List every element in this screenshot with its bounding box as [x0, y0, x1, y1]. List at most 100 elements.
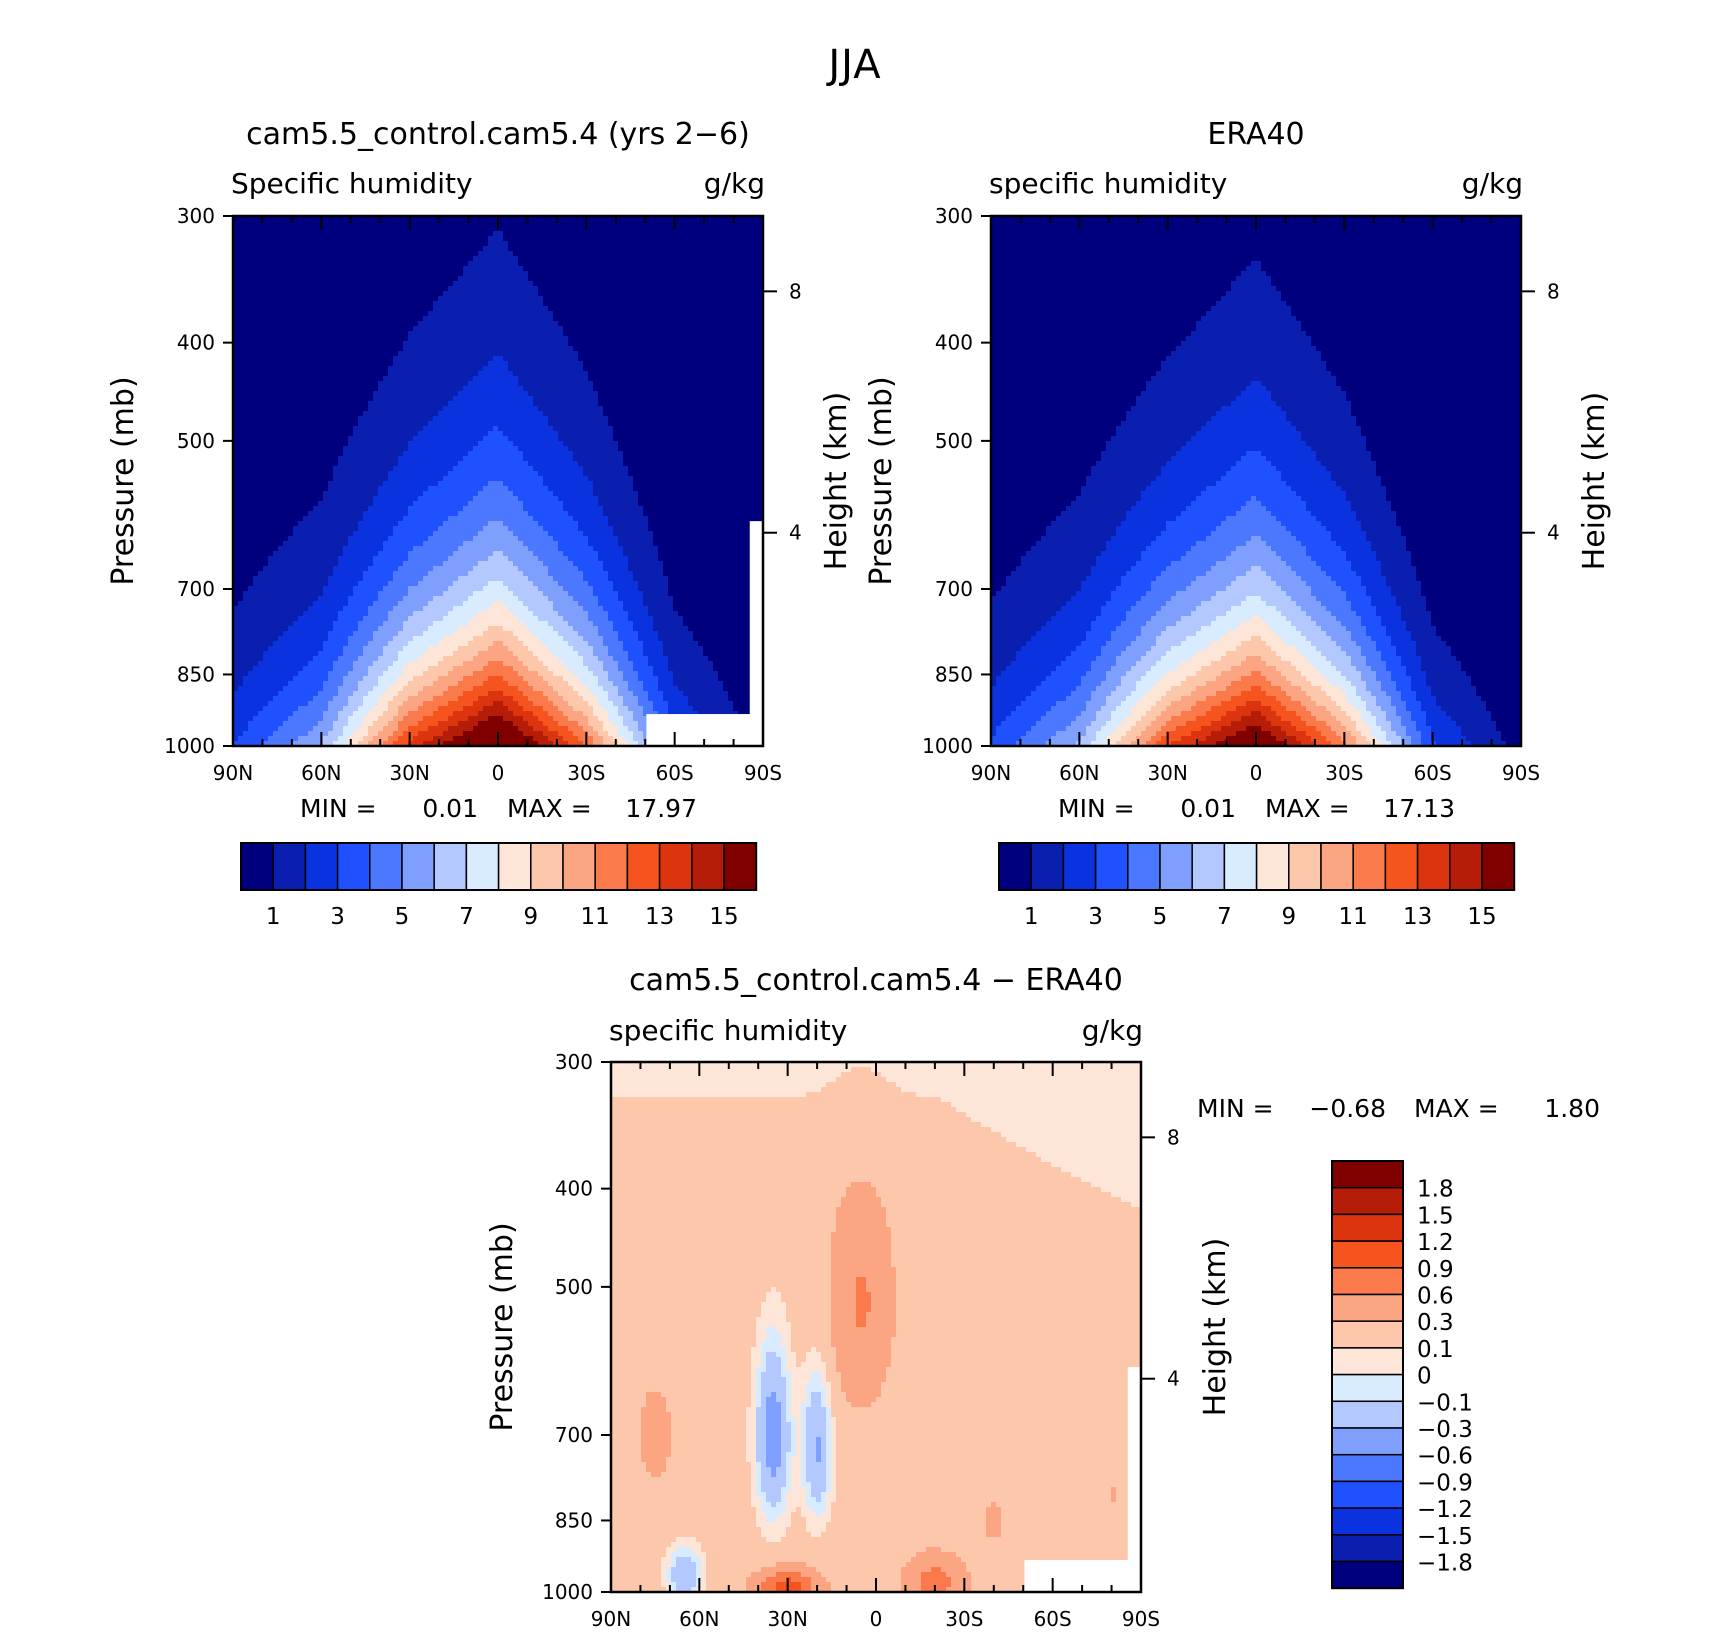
units-label: g/kg	[1082, 1014, 1143, 1047]
max-label: MAX =	[507, 794, 592, 823]
colorbar-label: −0.3	[1417, 1417, 1473, 1443]
y-tick-label: 400	[555, 1177, 593, 1201]
y-right-tick-label: 8	[1167, 1125, 1180, 1149]
y-axis-label: Pressure (mb)	[864, 376, 899, 585]
colorbar-swatch	[1384, 842, 1419, 891]
colorbar-label: 3	[1088, 904, 1103, 930]
y-right-tick-label: 8	[789, 279, 802, 303]
panel-observation: ERA40 specific humidity g/kg 90N 60N 30N 0 3…	[864, 117, 1612, 930]
x-tick-label: 90S	[1122, 1607, 1160, 1631]
y-tick-label: 500	[177, 429, 215, 453]
colorbar-label: 3	[330, 904, 345, 930]
y-tick-label: 700	[935, 577, 973, 601]
colorbar-label: −0.9	[1417, 1470, 1473, 1496]
colorbar-swatch	[1331, 1400, 1404, 1429]
min-label: MIN =	[1197, 1094, 1274, 1123]
y-right-tick-label: 4	[1167, 1367, 1180, 1391]
y-axis-label: Pressure (mb)	[485, 1222, 520, 1431]
colorbar-swatch	[1331, 1293, 1404, 1322]
colorbar-vertical: 1.81.51.20.90.60.30.10−0.1−0.3−0.6−0.9−1…	[1331, 1160, 1473, 1590]
colorbar-label: 0.3	[1417, 1310, 1454, 1336]
min-label: MIN =	[300, 794, 377, 823]
colorbar-label: 5	[395, 904, 410, 930]
colorbar-swatch	[1331, 1480, 1404, 1509]
colorbar-swatch	[1416, 842, 1451, 891]
colorbar-label: −0.6	[1417, 1444, 1473, 1470]
colorbar-swatch	[1288, 842, 1322, 891]
panel-model: cam5.5_control.cam5.4 (yrs 2−6) Specific…	[106, 117, 854, 930]
variable-label: specific humidity	[989, 167, 1227, 200]
colorbar-swatch	[336, 842, 371, 891]
colorbar-swatch	[240, 842, 274, 891]
y-tick-label: 850	[935, 662, 973, 686]
variable-label: specific humidity	[609, 1014, 847, 1047]
colorbar-label: −0.1	[1417, 1390, 1473, 1416]
panel-title: ERA40	[1207, 117, 1304, 152]
colorbar-swatch	[530, 842, 564, 891]
colorbar-swatch	[1331, 1507, 1404, 1536]
variable-label: Specific humidity	[231, 167, 473, 200]
min-label: MIN =	[1058, 794, 1135, 823]
colorbar-swatch	[1094, 842, 1129, 891]
y-tick-label: 300	[555, 1050, 593, 1074]
max-value: 17.97	[625, 794, 697, 823]
colorbar-swatch	[1223, 842, 1258, 891]
x-tick-label: 30N	[389, 761, 429, 785]
contour-field	[611, 1062, 1141, 1592]
colorbar-label: 1.2	[1417, 1230, 1454, 1256]
x-tick-label: 90N	[213, 761, 253, 785]
colorbar-swatch	[1331, 1267, 1404, 1296]
colorbar-label: 5	[1153, 904, 1168, 930]
colorbar-swatch	[1481, 842, 1515, 891]
colorbar-swatch	[1320, 842, 1354, 891]
y-right-tick-label: 4	[789, 521, 802, 545]
colorbar-label: −1.2	[1417, 1497, 1473, 1523]
colorbar-swatch	[1331, 1160, 1404, 1189]
colorbar-swatch	[1331, 1560, 1404, 1589]
y-axis-label-right: Height (km)	[819, 392, 854, 571]
colorbar-swatch	[1331, 1213, 1404, 1242]
colorbar-label: 0.9	[1417, 1257, 1454, 1283]
colorbar-swatch	[998, 842, 1032, 891]
colorbar-swatch	[433, 842, 468, 891]
panel-title: cam5.5_control.cam5.4 (yrs 2−6)	[246, 117, 750, 152]
x-tick-label: 30S	[945, 1607, 983, 1631]
colorbar-swatch	[1191, 842, 1226, 891]
colorbar-swatch	[691, 842, 725, 891]
y-tick-label: 700	[555, 1423, 593, 1447]
y-right-tick-label: 8	[1547, 279, 1560, 303]
colorbar-label: 11	[1339, 904, 1368, 930]
colorbar-swatch	[1331, 1427, 1404, 1456]
y-tick-label: 1000	[922, 734, 973, 758]
colorbar-label: 15	[709, 904, 738, 930]
y-tick-label: 500	[935, 429, 973, 453]
y-tick-label: 850	[555, 1508, 593, 1532]
colorbar-swatch	[1331, 1453, 1404, 1483]
colorbar: 1 3 5 7 9 11 13 15	[998, 842, 1516, 930]
colorbar-swatch	[594, 842, 629, 891]
colorbar-label: 1	[1024, 904, 1039, 930]
colorbar-label: 1	[266, 904, 281, 930]
colorbar-label: 13	[645, 904, 674, 930]
plot-axes: 90N 60N 30N 0 30S 60S 90S 300 400 500 700 850 1000 8 4	[922, 204, 1560, 785]
y-tick-label: 700	[177, 577, 215, 601]
max-value: 17.13	[1383, 794, 1455, 823]
colorbar-label: 9	[1281, 904, 1296, 930]
y-tick-label: 300	[935, 204, 973, 228]
plot-axes: 90N 60N 30N 0 30S 60S 90S 300 400 500 700 850 1000 8 4	[164, 204, 802, 785]
x-tick-label: 60N	[679, 1607, 719, 1631]
colorbar-label: 11	[581, 904, 610, 930]
y-axis-label-right: Height (km)	[1198, 1238, 1233, 1417]
colorbar-swatch	[401, 842, 435, 891]
colorbar-swatch	[272, 842, 307, 891]
colorbar-label: 7	[459, 904, 474, 930]
x-tick-label: 0	[870, 1607, 883, 1631]
y-right-tick-label: 4	[1547, 521, 1560, 545]
colorbar-label: −1.5	[1417, 1524, 1473, 1550]
colorbar-label: 7	[1217, 904, 1232, 930]
colorbar-label: 0	[1417, 1364, 1432, 1390]
colorbar-label: 0.6	[1417, 1284, 1454, 1310]
x-tick-label: 0	[492, 761, 505, 785]
plot-axes: 90N 60N 30N 0 30S 60S 90S 300 400 500 700 850 1000 8 4	[542, 1050, 1180, 1631]
